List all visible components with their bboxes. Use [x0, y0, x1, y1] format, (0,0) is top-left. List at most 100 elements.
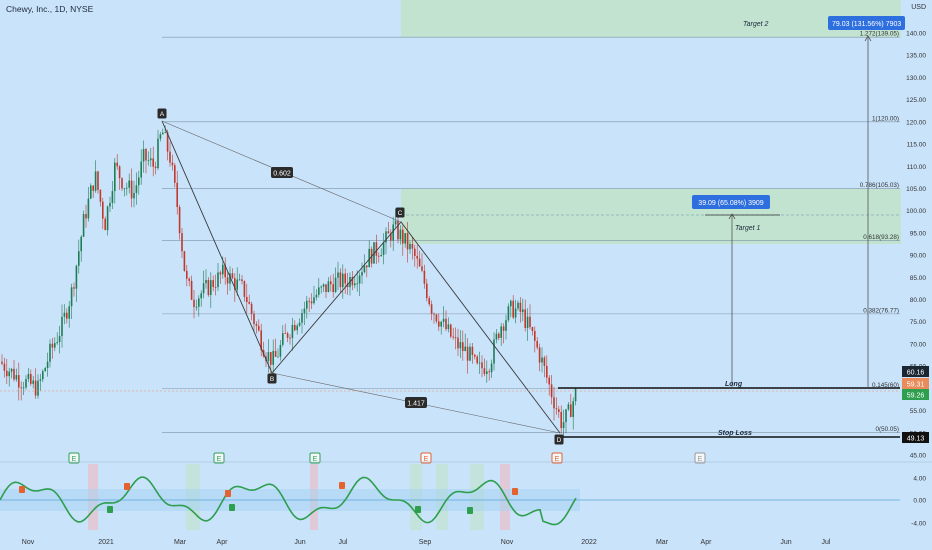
pattern-point-b[interactable]	[267, 373, 277, 384]
target1-zone[interactable]	[401, 189, 901, 244]
price-tick: 120.00	[906, 119, 926, 126]
candle-body	[430, 304, 433, 314]
candle-body	[363, 265, 366, 273]
time-axis[interactable]: Nov 2021 Mar Apr Jun Jul Sep Nov 2022 Mar Apr Jun Ju…	[22, 539, 831, 546]
candle-body	[102, 201, 104, 219]
candle-body	[411, 243, 414, 249]
price-tick: 110.00	[907, 164, 927, 171]
candle-body	[570, 404, 572, 417]
osc-tick: 4.00	[913, 476, 926, 483]
candle-body	[198, 298, 200, 307]
candle-body	[68, 306, 70, 319]
candle-body	[337, 272, 339, 278]
pattern-point-c[interactable]	[395, 207, 405, 218]
candle-body	[433, 313, 435, 315]
candle-body	[375, 242, 378, 256]
osc-signal-marker	[107, 506, 113, 513]
osc-signal-marker	[19, 486, 25, 493]
earnings-marker[interactable]: E	[420, 452, 432, 464]
candle-body	[18, 375, 20, 388]
price-tick: 125.00	[906, 97, 926, 104]
candle-body	[562, 422, 565, 429]
osc-signal-marker	[467, 507, 473, 514]
candle-body	[229, 273, 231, 284]
candle-body	[78, 251, 80, 266]
target2-zone[interactable]	[401, 0, 901, 37]
candle-body	[54, 343, 56, 348]
candle-body	[56, 342, 58, 344]
candle-body	[296, 325, 298, 331]
target1-info-box[interactable]: 39.09 (65.08%) 3909	[692, 195, 770, 209]
candle-body	[358, 275, 361, 284]
candle-body	[303, 308, 306, 314]
price-tick: 100.00	[906, 208, 926, 215]
candle-body	[135, 185, 138, 193]
earnings-marker[interactable]: E	[213, 452, 225, 464]
candle-body	[447, 324, 450, 330]
time-label: Jul	[822, 539, 831, 546]
price-tick: 115.00	[907, 142, 927, 149]
candle-body	[354, 283, 356, 286]
fibonacci-levels[interactable]: 1.272(139.05) 1(120.00) 0.786(105.03) 0.618…	[162, 31, 900, 433]
current-price-tag: 60.16	[902, 366, 929, 377]
candle-body	[308, 300, 310, 302]
oscillator-panel[interactable]	[0, 461, 932, 530]
earnings-marker[interactable]: E	[309, 452, 321, 464]
earnings-marker[interactable]: E	[68, 452, 80, 464]
candlestick-series	[1, 125, 577, 438]
candle-body	[248, 301, 250, 304]
price-tick: 130.00	[906, 75, 926, 82]
candle-body	[313, 297, 315, 304]
candle-body	[20, 387, 22, 389]
time-label: Jul	[339, 539, 348, 546]
symbol-title: Chewy, Inc., 1D, NYSE	[6, 4, 94, 14]
candle-body	[212, 280, 214, 287]
target1-label: Target 1	[735, 225, 761, 232]
candle-body	[58, 336, 61, 343]
candle-body	[186, 270, 188, 279]
candle-body	[414, 248, 416, 257]
candle-body	[130, 180, 133, 199]
candle-body	[334, 277, 337, 293]
candle-body	[428, 298, 430, 305]
candle-body	[438, 321, 440, 327]
candle-body	[546, 365, 548, 378]
candle-body	[351, 276, 354, 286]
candle-body	[361, 272, 363, 276]
fib-label: 0(50.05)	[876, 426, 899, 433]
earnings-marker[interactable]: E	[551, 452, 563, 464]
time-label: Apr	[217, 539, 229, 546]
candle-body	[531, 327, 534, 332]
candle-body	[39, 379, 42, 381]
pattern-point-a[interactable]	[157, 108, 167, 119]
candle-body	[246, 296, 248, 302]
candle-body	[46, 361, 49, 369]
candle-body	[27, 373, 30, 380]
candle-body	[478, 362, 481, 364]
osc-signal-marker	[339, 482, 345, 489]
candle-body	[298, 322, 301, 326]
svg-text:E: E	[424, 456, 429, 463]
pattern-point-d[interactable]	[554, 434, 564, 445]
svg-text:60.16: 60.16	[907, 370, 925, 377]
svg-text:1.417: 1.417	[407, 401, 425, 408]
candle-body	[166, 132, 169, 152]
earnings-marker[interactable]: E	[694, 452, 706, 464]
candle-body	[382, 242, 385, 255]
time-label: 2021	[98, 539, 114, 546]
long-label: Long	[725, 381, 743, 388]
price-tick: 80.00	[910, 297, 927, 304]
candle-body	[224, 264, 226, 278]
candle-body	[490, 363, 493, 373]
candle-body	[452, 336, 454, 338]
candle-body	[315, 294, 318, 298]
price-tick: 85.00	[910, 275, 927, 282]
candle-body	[445, 318, 447, 330]
fib-label: 0.786(105.03)	[860, 182, 899, 189]
candle-body	[255, 324, 258, 326]
candle-body	[164, 132, 166, 134]
target2-info-box[interactable]: 79.03 (131.56%) 7903	[828, 16, 905, 30]
candle-body	[498, 333, 500, 338]
